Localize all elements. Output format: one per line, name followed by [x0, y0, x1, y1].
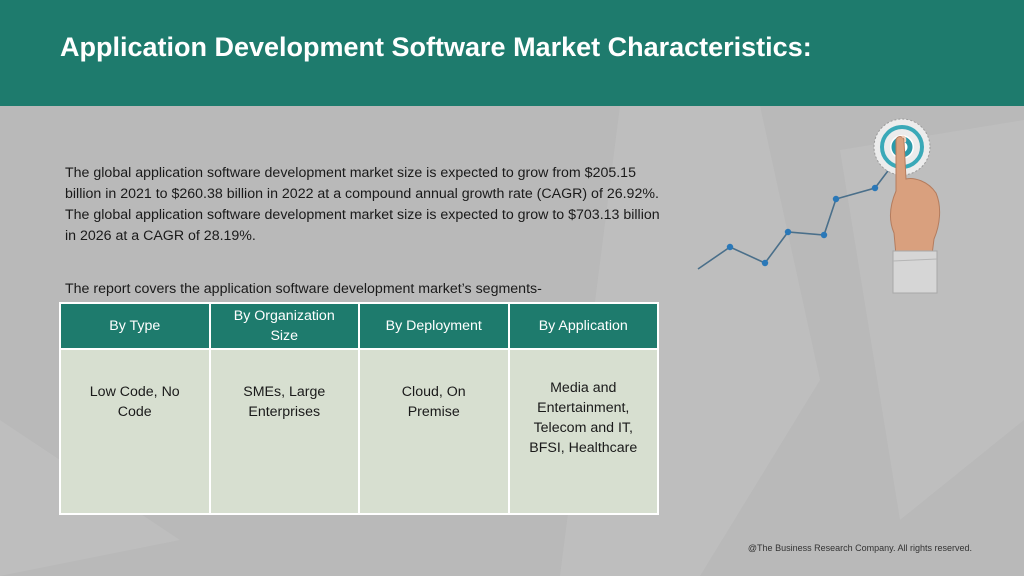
header-by-deployment: By Deployment: [358, 302, 510, 350]
segments-intro: The report covers the application softwa…: [65, 281, 542, 297]
growth-chart-target-hand-icon: [697, 118, 941, 294]
cell-type: Low Code, No Code: [59, 348, 211, 515]
cell-application: Media and Entertainment, Telecom and IT,…: [507, 348, 659, 515]
header-by-type: By Type: [59, 302, 211, 350]
header-by-organization-size: By Organization Size: [208, 302, 360, 350]
table-header-row: By Type By Organization Size By Deployme…: [59, 302, 659, 350]
table-row: Low Code, No Code SMEs, Large Enterprise…: [59, 348, 659, 515]
market-size-paragraph: The global application software developm…: [65, 165, 660, 244]
cell-organization-size: SMEs, Large Enterprises: [208, 348, 360, 515]
header-by-application: By Application: [507, 302, 659, 350]
cell-deployment: Cloud, On Premise: [358, 348, 510, 515]
segments-table: By Type By Organization Size By Deployme…: [59, 302, 659, 515]
header-bar: Application Development Software Market …: [0, 0, 1024, 106]
page-title: Application Development Software Market …: [60, 32, 812, 62]
copyright-footer: @The Business Research Company. All righ…: [747, 543, 972, 553]
